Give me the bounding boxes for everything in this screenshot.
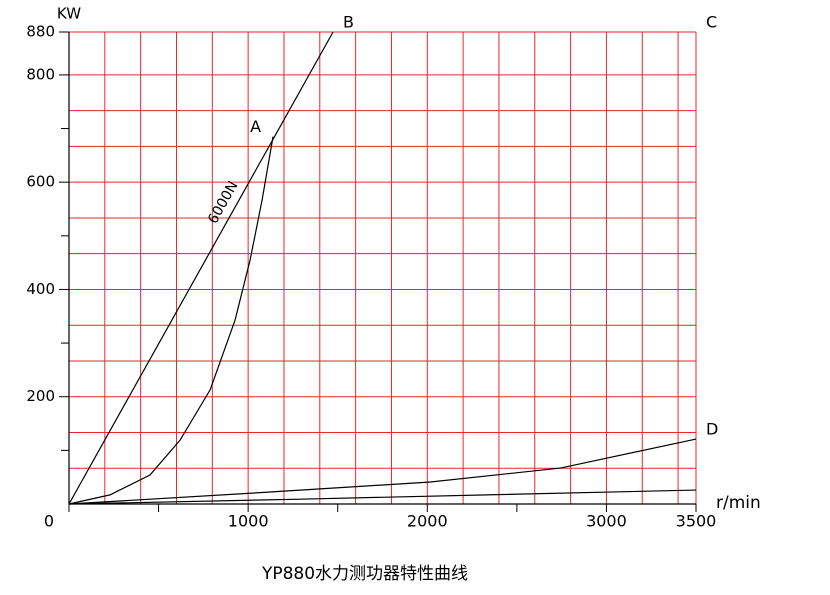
point-label: C [706,13,717,32]
chart-title: YP880水力测功器特性曲线 [261,564,468,584]
series-line [68,438,697,505]
x-tick-label: 3000 [586,512,627,531]
x-axis-label: r/min [716,493,761,513]
series-line [68,489,697,505]
x-tick-label: 0 [44,512,54,531]
series-line [68,136,274,505]
y-axis-label: KW [57,5,81,23]
y-tick-label: 800 [26,65,55,83]
x-tick-label: 1000 [228,512,269,531]
y-tick-label: 400 [26,280,55,298]
point-label: A [250,117,261,136]
y-tick-label: 600 [26,173,55,191]
point-label: B [343,13,354,32]
y-tick-label: 880 [26,23,55,41]
x-tick-label: 3500 [676,512,717,531]
x-tick-label: 2000 [407,512,448,531]
series-line [68,31,334,505]
y-tick-label: 200 [26,387,55,405]
line-label: 6000N [205,179,241,227]
point-label: D [706,420,718,439]
